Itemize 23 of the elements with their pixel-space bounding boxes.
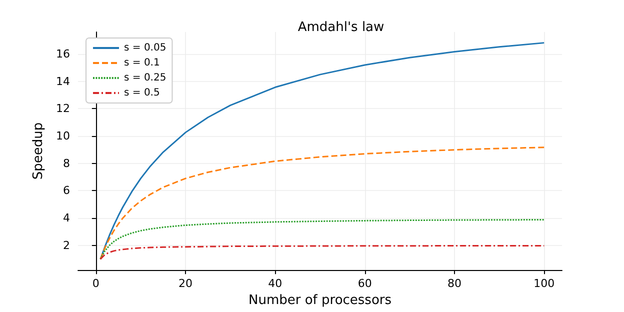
- x-tick-label: 100: [534, 277, 555, 290]
- legend-label: s = 0.05: [124, 42, 166, 54]
- y-tick-label: 6: [63, 184, 70, 198]
- y-tick-label: 16: [56, 47, 70, 60]
- legend-label: s = 0.25: [124, 72, 166, 84]
- x-tick-label: 0: [92, 277, 100, 290]
- y-tick-label: 12: [56, 102, 70, 116]
- y-axis-title: Speedup: [31, 122, 46, 180]
- legend-label: s = 0.5: [124, 88, 160, 98]
- legend-label: s = 0.1: [124, 58, 160, 68]
- x-tick-label: 20: [178, 277, 193, 290]
- x-tick-label: 80: [447, 277, 462, 290]
- y-tick-label: 10: [56, 130, 70, 142]
- y-tick-label: 2: [63, 238, 70, 252]
- line-series: [100, 146, 545, 260]
- line-series: [100, 244, 545, 260]
- x-tick-label: 60: [358, 277, 372, 290]
- y-tick-label: 14: [56, 74, 70, 88]
- y-tick-label: 4: [63, 212, 70, 225]
- x-tick-label: 40: [268, 277, 282, 290]
- chart-title: Amdahl's law: [298, 20, 385, 35]
- x-axis-title: Number of processors: [248, 293, 392, 308]
- y-tick-label: 8: [63, 156, 70, 170]
